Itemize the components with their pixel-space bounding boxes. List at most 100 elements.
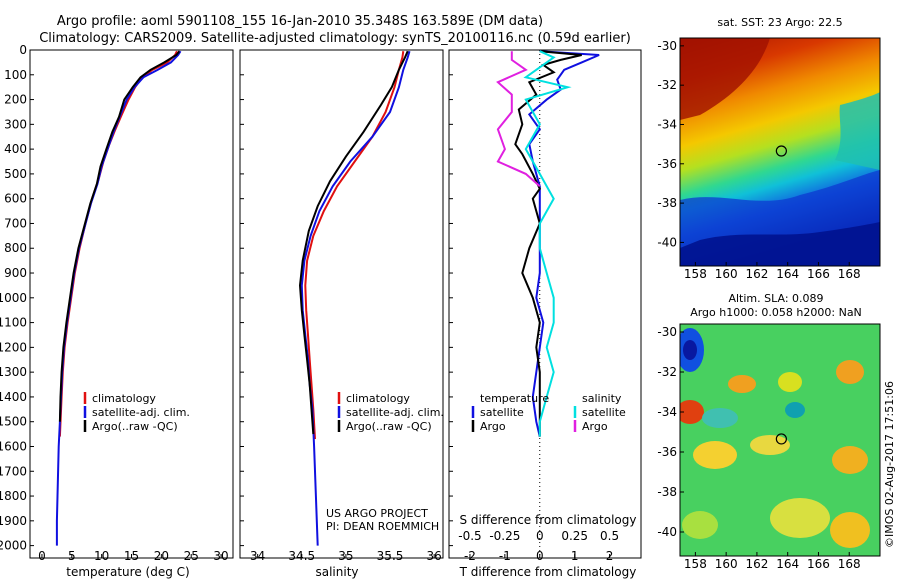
legend-label-climatology: climatology <box>346 392 410 405</box>
x-tick-label: 35.5 <box>377 549 404 563</box>
salinity-legend: climatology satellite-adj. clim. Argo(..… <box>337 392 444 433</box>
sla-blob <box>778 372 802 392</box>
x-tick-label: 35 <box>338 549 353 563</box>
map-y-tick-label: -36 <box>657 445 677 459</box>
difference-plot-frame <box>448 49 642 559</box>
map-x-tick-label: 160 <box>715 557 738 571</box>
argo-location-marker <box>775 145 787 157</box>
depth-tick-label: 1900 <box>0 514 27 528</box>
figure-title-line1: Argo profile: aoml 5901108_155 16-Jan-20… <box>57 14 543 29</box>
legend-label-temp-argo: Argo <box>480 420 506 433</box>
map-x-tick-label: 162 <box>745 267 768 281</box>
sst-warm-blob <box>680 38 770 120</box>
map-y-tick-label: -30 <box>657 39 677 53</box>
sla-blob <box>830 512 870 548</box>
depth-tick-label: 400 <box>4 142 27 156</box>
x-tick-label: 15 <box>124 549 139 563</box>
legend-label-sal-argo: Argo <box>582 420 608 433</box>
x-tick-label: 0 <box>38 549 46 563</box>
sla-blob <box>682 511 718 539</box>
sst-east-cool <box>835 92 880 170</box>
depth-tick-label: 1700 <box>0 464 27 478</box>
project-pi: PI: DEAN ROEMMICH <box>326 520 439 533</box>
sla-blob <box>702 408 738 428</box>
x-tick-label: -2 <box>464 549 476 563</box>
sst-map <box>680 38 880 266</box>
series-line-argo <box>496 51 541 188</box>
depth-tick-label: 700 <box>4 216 27 230</box>
depth-tick-label: 600 <box>4 192 27 206</box>
depth-tick-label: 1200 <box>0 340 27 354</box>
sst-map-title: sat. SST: 23 Argo: 22.5 <box>717 16 842 29</box>
x-tick-label: 30 <box>213 549 228 563</box>
temperature-plot-frame <box>29 49 234 559</box>
depth-tick-label: 1400 <box>0 390 27 404</box>
depth-tick-label: 1500 <box>0 415 27 429</box>
x-tick-label: 0 <box>536 549 544 563</box>
sla-blob <box>832 446 868 474</box>
map-x-tick-label: 168 <box>838 267 861 281</box>
sla-map-title-line2: Argo h1000: 0.058 h2000: NaN <box>690 306 862 319</box>
series-line-climatology <box>304 51 405 440</box>
sla-map <box>680 324 880 556</box>
difference-axis: -2 -1 0 1 2 -0.5 -0.25 0 0.25 0.5 <box>458 50 619 563</box>
legend-label-temp-satellite: satellite <box>480 406 524 419</box>
depth-tick-label: 1000 <box>0 291 27 305</box>
s-tick-label: 0.25 <box>561 529 588 543</box>
map-x-tick-label: 168 <box>838 557 861 571</box>
map-y-tick-label: -32 <box>657 78 677 92</box>
sla-blob <box>836 360 864 384</box>
map-x-tick-label: 166 <box>807 557 830 571</box>
sla-blob <box>750 435 790 455</box>
map-y-tick-label: -38 <box>657 196 677 210</box>
depth-tick-label: 1100 <box>0 316 27 330</box>
map-x-tick-label: 166 <box>807 267 830 281</box>
sst-map-frame <box>679 37 881 267</box>
map-y-tick-label: -34 <box>657 405 677 419</box>
project-name: US ARGO PROJECT <box>326 507 428 520</box>
map-y-tick-label: -40 <box>657 525 677 539</box>
x-tick-label: 34 <box>250 549 265 563</box>
sla-blob <box>728 375 756 393</box>
depth-tick-label: 1300 <box>0 365 27 379</box>
series-line-argo <box>514 50 582 437</box>
salinity-plot-frame <box>239 49 444 559</box>
temperature-xlabel: temperature (deg C) <box>66 565 189 579</box>
map-y-tick-label: -38 <box>657 485 677 499</box>
depth-tick-label: 1800 <box>0 489 27 503</box>
depth-tick-label: 1600 <box>0 439 27 453</box>
x-tick-label: 2 <box>606 549 614 563</box>
x-tick-label: -1 <box>499 549 511 563</box>
map-x-tick-label: 160 <box>715 267 738 281</box>
map-x-tick-label: 164 <box>776 267 799 281</box>
figure-title-line2: Climatology: CARS2009. Satellite-adjuste… <box>39 31 631 46</box>
legend-label-satellite: satellite-adj. clim. <box>92 406 190 419</box>
legend-label-argo: Argo(..raw -QC) <box>92 420 178 433</box>
series-line-satellite <box>523 50 572 437</box>
map-x-tick-label: 162 <box>745 557 768 571</box>
salinity-series <box>298 50 411 546</box>
map-y-tick-label: -36 <box>657 157 677 171</box>
temperature-series <box>55 50 182 546</box>
s-tick-label: 0.5 <box>600 529 619 543</box>
depth-tick-label: 100 <box>4 68 27 82</box>
depth-tick-label: 300 <box>4 117 27 131</box>
x-tick-label: 1 <box>571 549 579 563</box>
x-tick-label: 34.5 <box>288 549 315 563</box>
difference-xlabel-t: T difference from climatology <box>459 565 637 579</box>
sla-blob <box>693 441 737 469</box>
salinity-axis: 34 34.5 35 35.5 36 <box>250 549 442 563</box>
temperature-legend: climatology satellite-adj. clim. Argo(..… <box>83 392 190 433</box>
depth-tick-label: 200 <box>4 93 27 107</box>
argo-location-marker <box>775 433 787 445</box>
x-tick-label: 20 <box>154 549 169 563</box>
sst-map-axis: 158 160 162 164 166 168 -30 -32 -34 -36 -38 -40 <box>657 39 860 281</box>
depth-tick-label: 0 <box>19 43 27 57</box>
sla-map-axis: 158 160 162 164 166 168 -30 -32 -34 -36 -38 -40 <box>657 325 860 571</box>
sst-cold-band <box>680 222 880 266</box>
series-line-argo-raw-qc- <box>58 50 181 422</box>
legend-label-climatology: climatology <box>92 392 156 405</box>
x-tick-label: 5 <box>68 549 76 563</box>
x-tick-label: 25 <box>184 549 199 563</box>
